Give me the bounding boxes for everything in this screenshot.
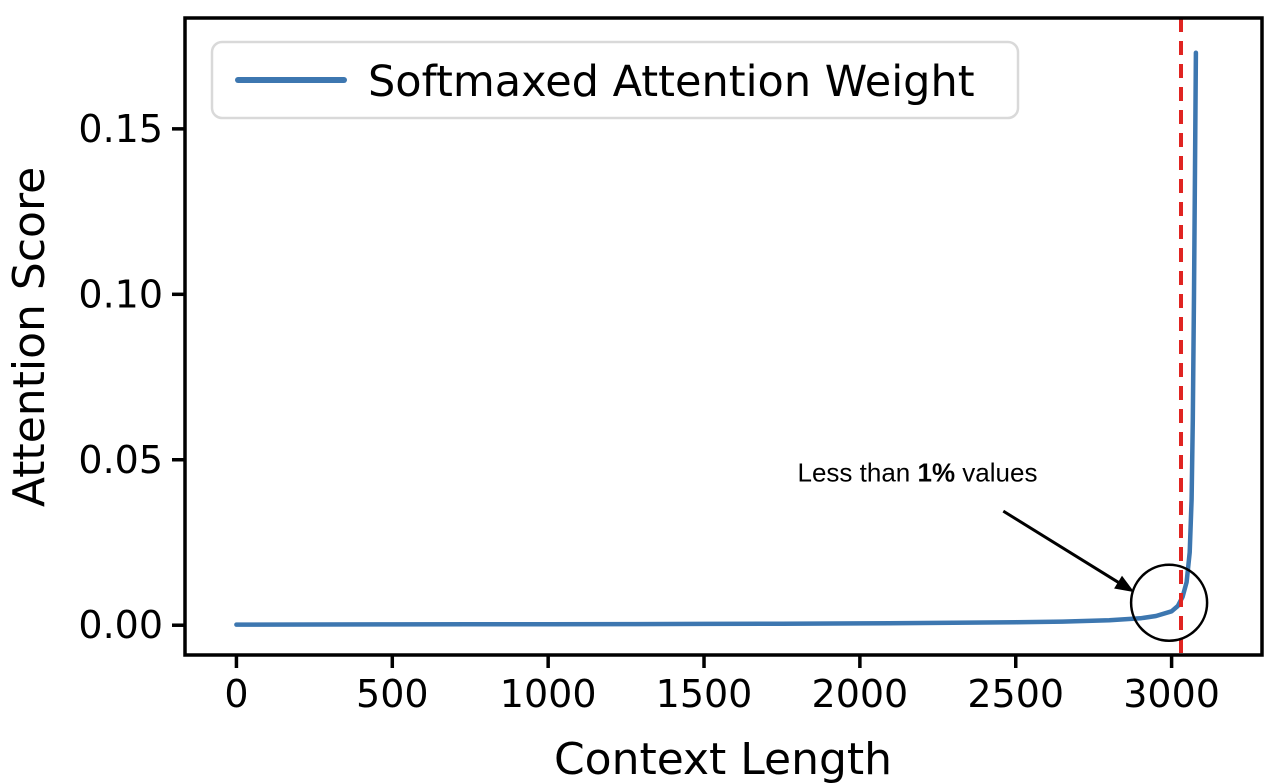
legend: Softmaxed Attention Weight (210, 40, 1020, 120)
annotation-group: Less than 1% values (798, 457, 1209, 642)
legend-label: Softmaxed Attention Weight (368, 57, 975, 107)
annotation-arrowhead (1114, 575, 1135, 593)
plot-area (185, 18, 1262, 655)
x-axis-label: Context Length (554, 734, 892, 783)
attention-weight-line (234, 50, 1199, 627)
annotation-circle (1129, 563, 1209, 642)
y-axis-label: Attention Score (4, 167, 55, 507)
annotation-text-bold: 1% (918, 457, 956, 487)
annotation-text-prefix: Less than (798, 457, 918, 487)
x-tick-label: 0 (224, 672, 248, 716)
x-tick-label: 1500 (656, 672, 753, 716)
x-tick-label: 3000 (1123, 672, 1220, 716)
plot-border (183, 16, 1264, 657)
annotation-text-suffix: values (955, 457, 1037, 487)
y-tick-label: 0.05 (78, 438, 163, 482)
y-tick-label: 0.15 (78, 107, 163, 151)
x-tick-label: 2500 (967, 672, 1064, 716)
y-tick-label: 0.10 (78, 272, 163, 316)
y-tick-label: 0.00 (78, 603, 163, 647)
x-tick-label: 500 (356, 672, 429, 716)
x-tick-label: 2000 (812, 672, 909, 716)
legend-box (210, 40, 1020, 120)
x-tick-label: 1000 (500, 672, 597, 716)
y-axis-ticks: 0.00 0.05 0.10 0.15 (78, 107, 185, 647)
annotation-text: Less than 1% values (798, 457, 1038, 487)
x-axis-ticks: 0 500 1000 1500 2000 2500 3000 (224, 655, 1220, 716)
annotation-arrow (1002, 509, 1124, 587)
